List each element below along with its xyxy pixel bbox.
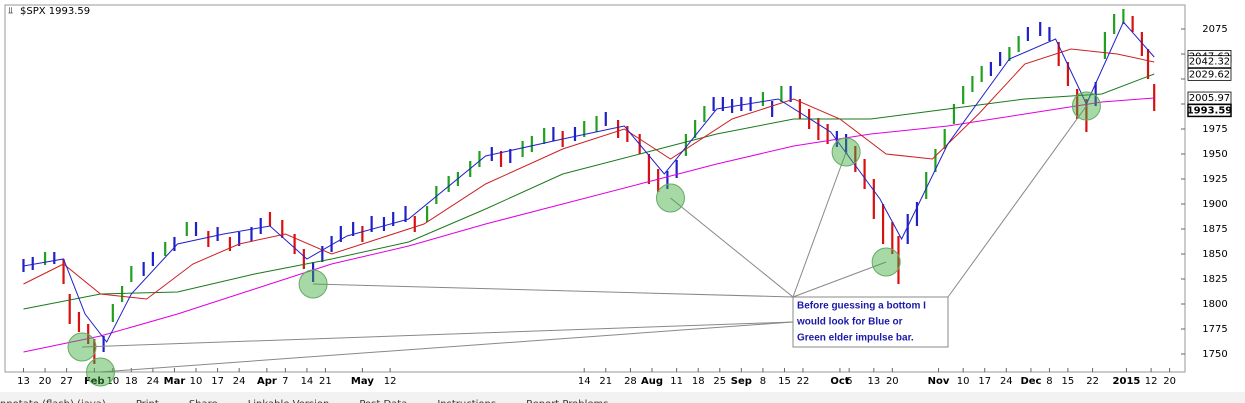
highlight bbox=[298, 269, 328, 299]
annotation-text: Before guessing a bottom I bbox=[797, 301, 926, 312]
connector bbox=[313, 283, 794, 298]
y-tick-label: 1850 bbox=[1202, 249, 1227, 260]
x-tick-label: 12 bbox=[1145, 376, 1158, 387]
x-tick-label: 25 bbox=[713, 376, 726, 387]
highlight bbox=[871, 247, 901, 277]
x-tick-label: Aug bbox=[641, 376, 663, 387]
x-tick-label: 20 bbox=[886, 376, 899, 387]
x-tick-label: 11 bbox=[670, 376, 683, 387]
y-tick-label: 1800 bbox=[1202, 299, 1227, 310]
x-tick-label: 8 bbox=[760, 376, 766, 387]
connector bbox=[100, 321, 794, 373]
connector bbox=[82, 321, 794, 348]
annotation-text: would look for Blue or bbox=[796, 317, 903, 328]
toolbar bbox=[0, 392, 1245, 403]
toolbar-item: Post Data bbox=[359, 399, 407, 403]
x-tick-label: 22 bbox=[797, 376, 810, 387]
annotation-box bbox=[792, 296, 949, 348]
highlight bbox=[655, 183, 685, 213]
connector bbox=[792, 261, 887, 298]
x-tick-label: Mar bbox=[164, 376, 186, 387]
y-tick-label: 1950 bbox=[1202, 149, 1227, 160]
x-tick-label: 10 bbox=[106, 376, 119, 387]
toolbar-item: Linkable Version bbox=[248, 399, 330, 403]
y-tick-label: 1750 bbox=[1202, 349, 1227, 360]
last-value-box bbox=[1187, 103, 1232, 118]
x-tick-label: 24 bbox=[1000, 376, 1013, 387]
title-icon: ⫫ bbox=[7, 7, 13, 17]
y-tick-label: 1975 bbox=[1202, 124, 1227, 135]
x-tick-label: Dec bbox=[1020, 376, 1041, 387]
y-tick-label: 1900 bbox=[1202, 199, 1227, 210]
y-tick-label: 1875 bbox=[1202, 224, 1227, 235]
x-tick-label: 15 bbox=[1062, 376, 1075, 387]
toolbar-item: nnotate (flash) (java) bbox=[0, 399, 106, 403]
x-tick-label: 14 bbox=[578, 376, 591, 387]
highlight bbox=[67, 332, 97, 362]
chart-title: $SPX 1993.59 bbox=[20, 6, 90, 17]
toolbar-item: Print bbox=[136, 399, 159, 403]
last-value-box bbox=[1187, 67, 1232, 81]
x-tick-label: May bbox=[351, 376, 374, 387]
x-tick-label: 8 bbox=[1046, 376, 1052, 387]
moving-average bbox=[23, 21, 1155, 343]
highlight bbox=[831, 137, 861, 167]
x-tick-label: Apr bbox=[257, 376, 277, 387]
x-tick-label: Nov bbox=[928, 376, 950, 387]
x-tick-label: Sep bbox=[731, 376, 752, 387]
connector bbox=[670, 197, 794, 298]
last-value-label: 1993.59 bbox=[1187, 105, 1233, 116]
x-tick-label: 12 bbox=[384, 376, 397, 387]
x-tick-label: 7 bbox=[282, 376, 288, 387]
annotation-text: Green elder impulse bar. bbox=[797, 333, 914, 344]
x-tick-label: 13 bbox=[17, 376, 30, 387]
toolbar-item: Report Problems bbox=[526, 399, 608, 403]
y-tick-label: 1775 bbox=[1202, 324, 1227, 335]
highlight bbox=[1071, 91, 1101, 121]
highlight bbox=[86, 357, 116, 387]
connector bbox=[792, 151, 847, 298]
x-tick-label: 27 bbox=[60, 376, 73, 387]
x-tick-label: 20 bbox=[39, 376, 52, 387]
x-tick-label: 10 bbox=[190, 376, 203, 387]
moving-average bbox=[23, 97, 1155, 353]
x-tick-label: 6 bbox=[846, 376, 852, 387]
x-tick-label: 20 bbox=[1163, 376, 1176, 387]
x-tick-label: 24 bbox=[147, 376, 160, 387]
moving-average bbox=[23, 48, 1155, 300]
last-value-label: 2005.97 bbox=[1189, 93, 1230, 104]
x-tick-label: 13 bbox=[867, 376, 880, 387]
x-tick-label: 2015 bbox=[1113, 376, 1141, 387]
toolbar-item: Instructions bbox=[437, 399, 496, 403]
last-value-label: 2042.32 bbox=[1189, 57, 1230, 68]
x-tick-label: 21 bbox=[319, 376, 332, 387]
x-tick-label: 17 bbox=[211, 376, 224, 387]
x-tick-label: 24 bbox=[233, 376, 246, 387]
last-value-label: 2029.62 bbox=[1189, 69, 1230, 80]
y-tick-label: 1925 bbox=[1202, 174, 1227, 185]
x-tick-label: 14 bbox=[301, 376, 314, 387]
x-tick-label: Oct bbox=[830, 376, 849, 387]
y-tick-label: 1825 bbox=[1202, 274, 1227, 285]
x-tick-label: 28 bbox=[624, 376, 637, 387]
plot-frame bbox=[4, 4, 1186, 373]
x-tick-label: 18 bbox=[125, 376, 138, 387]
x-tick-label: 10 bbox=[957, 376, 970, 387]
x-tick-label: 21 bbox=[599, 376, 612, 387]
x-tick-label: 17 bbox=[978, 376, 991, 387]
x-tick-label: 15 bbox=[778, 376, 791, 387]
last-value-box bbox=[1187, 55, 1232, 69]
moving-average bbox=[23, 73, 1155, 310]
toolbar-item: Share bbox=[189, 399, 218, 403]
x-tick-label: 22 bbox=[1086, 376, 1099, 387]
connector bbox=[947, 105, 1087, 298]
y-tick-label: 2075 bbox=[1202, 24, 1227, 35]
x-tick-label: Feb bbox=[84, 376, 104, 387]
x-tick-label: 18 bbox=[692, 376, 705, 387]
